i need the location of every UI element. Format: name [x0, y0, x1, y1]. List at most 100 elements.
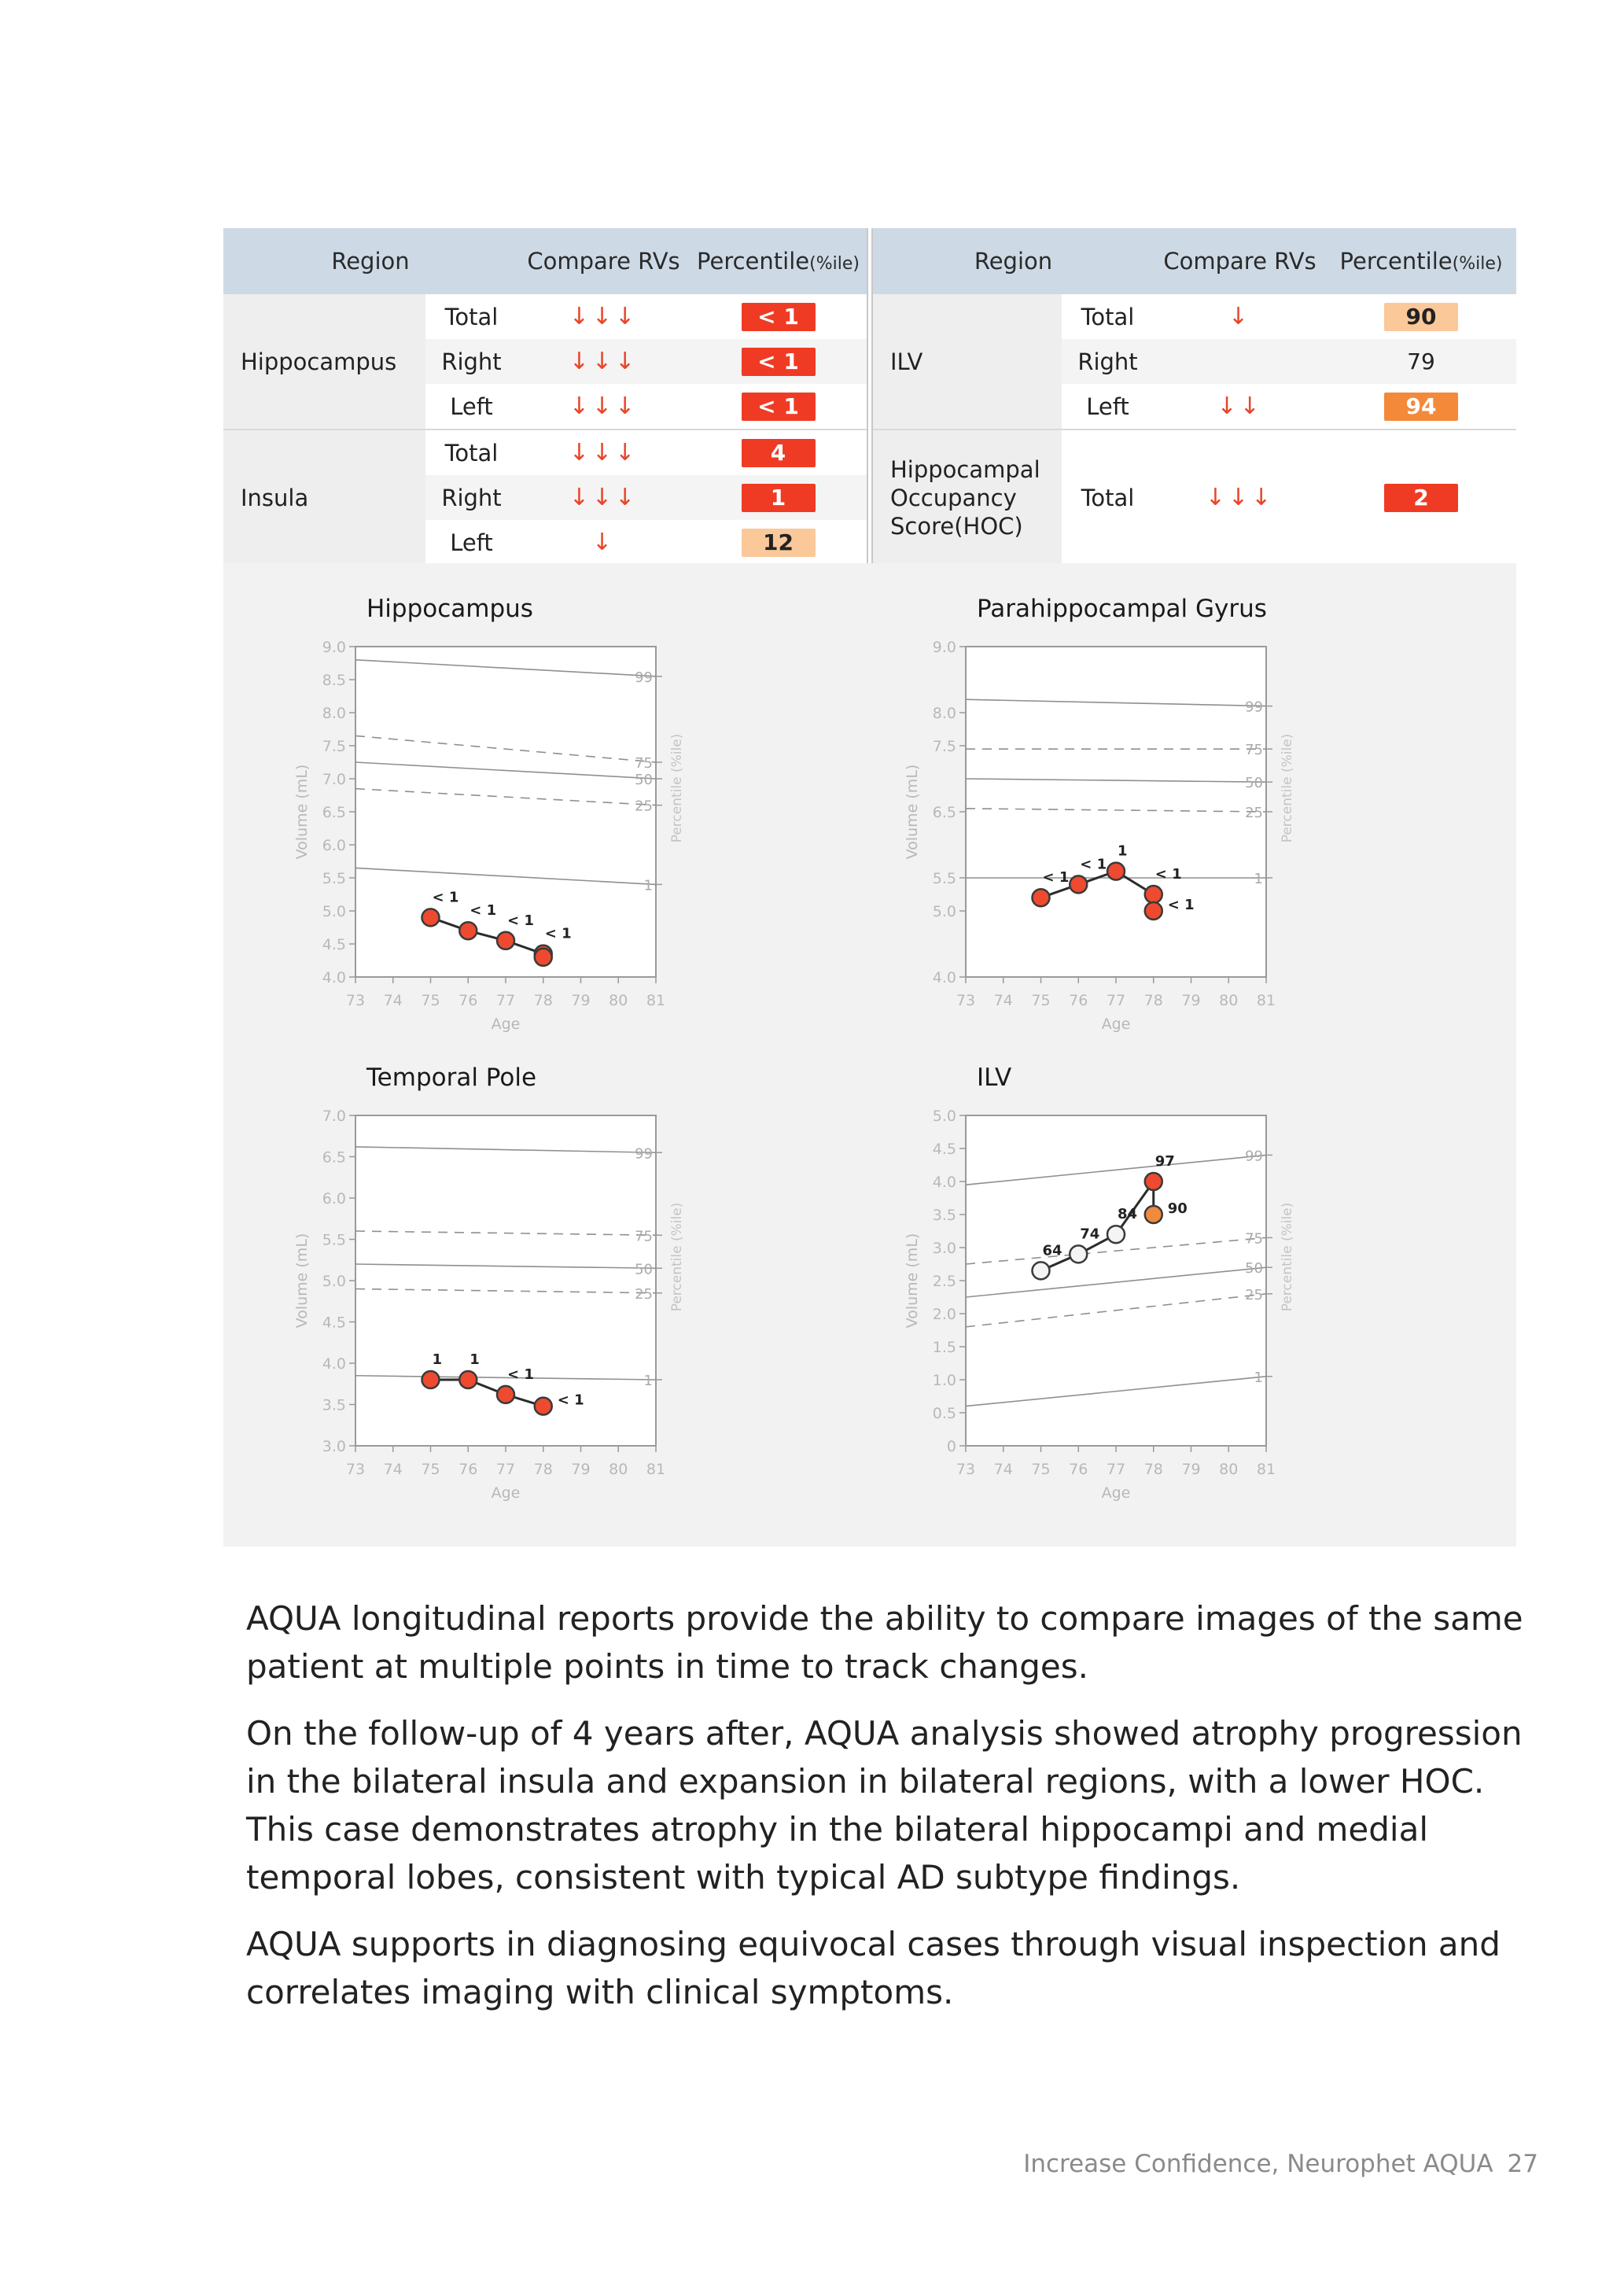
compare-cell: ↓↓↓ [517, 475, 690, 520]
data-label: 90 [1168, 1200, 1188, 1217]
y-tick-label: 0.5 [933, 1405, 956, 1422]
y-tick-label: 4.5 [322, 1314, 346, 1332]
y2-axis-label: Percentile (%ile) [669, 734, 685, 843]
y-axis-label: Volume (mL) [904, 765, 921, 860]
x-tick-label: 77 [1107, 992, 1125, 1009]
percentile-cell: 90 [1326, 294, 1516, 339]
y-tick-label: 5.5 [322, 870, 346, 887]
percentile-line [355, 1374, 657, 1381]
x-tick-label: 81 [646, 1461, 665, 1478]
percentile-cell: < 1 [690, 339, 867, 384]
x-tick-label: 75 [421, 992, 440, 1009]
data-point [421, 1370, 440, 1390]
data-point [1143, 884, 1163, 905]
percentile-line-label: 25 [635, 798, 653, 815]
down-arrows-icon: ↓↓↓ [569, 484, 639, 511]
header-compare: Compare RVs [1154, 228, 1326, 294]
hippocampus-chart: 9.0 8.5 8.0 7.5 7.0 6.5 6.0 5.5 5.0 4.5 4.073 74 75 7… [293, 639, 685, 1033]
y-tick-label: 2.0 [933, 1306, 956, 1323]
region-cell: Insula [223, 429, 425, 565]
y-tick-label: 3.5 [933, 1207, 956, 1224]
side-cell: Right [1062, 339, 1154, 384]
x-tick-label: 78 [534, 1461, 553, 1478]
percentile-badge: < 1 [741, 392, 816, 421]
percentile-cell: 4 [690, 429, 867, 475]
down-arrows-icon: ↓↓↓ [569, 303, 639, 330]
compare-cell: ↓ [517, 520, 690, 565]
percentile-badge: 1 [741, 483, 816, 512]
header-percentile: Percentile(%ile) [1326, 228, 1516, 294]
x-tick-label: 74 [384, 1461, 403, 1478]
y-tick-label: 6.0 [322, 837, 346, 854]
y-tick-label: 5.0 [322, 903, 346, 920]
y-tick-label: 3.5 [322, 1397, 346, 1414]
x-tick-label: 80 [609, 1461, 628, 1478]
percentile-line-label: 25 [1245, 805, 1263, 821]
percentile-line-label: 1 [644, 877, 653, 894]
side-cell: Total [1062, 429, 1154, 565]
x-tick-label: 80 [609, 992, 628, 1009]
header-compare: Compare RVs [517, 228, 690, 294]
paragraph: On the follow-up of 4 years after, AQUA … [246, 1714, 1523, 1897]
parahippocampal-gyrus-chart: 9.0 8.0 7.5 6.5 5.5 5.0 4.073 74 75 76 77 78 79 80 81 A… [904, 639, 1295, 1033]
x-tick-label: 75 [1031, 1461, 1050, 1478]
percentile-line [355, 1230, 657, 1237]
percentile-line [355, 1263, 657, 1270]
x-tick-label: 81 [1257, 992, 1276, 1009]
percentile-line-label: 50 [635, 772, 653, 788]
percentile-badge: 94 [1384, 392, 1458, 421]
percentile-line-label: 75 [1245, 742, 1263, 758]
percentile-cell: 2 [1326, 429, 1516, 565]
y-tick-label: 4.0 [322, 1355, 346, 1373]
compare-cell: ↓↓↓ [517, 339, 690, 384]
temporal-pole-chart: 7.0 6.5 6.0 5.5 5.0 4.5 4.0 3.5 3.073 74 75 76 77 78 7… [293, 1108, 685, 1502]
y-tick-label: 1.0 [933, 1372, 956, 1389]
x-tick-label: 76 [1069, 992, 1088, 1009]
percentile-line-label: 50 [1245, 775, 1263, 791]
side-cell: Left [450, 529, 493, 556]
percentile-cell: 1 [690, 475, 867, 520]
y-tick-label: 5.5 [933, 870, 956, 887]
y-tick-label: 4.0 [322, 969, 346, 986]
x-tick-label: 75 [421, 1461, 440, 1478]
y-tick-label: 7.0 [322, 771, 346, 788]
data-label: 84 [1118, 1206, 1137, 1222]
region-cell: Hippocampus [223, 294, 425, 429]
y-tick-label: 4.5 [322, 936, 346, 953]
percentile-cell: 79 [1326, 339, 1516, 384]
compare-cell: ↓ [1154, 294, 1326, 339]
percentile-line [355, 867, 657, 886]
data-point [1143, 1171, 1163, 1192]
y-tick-label: 3.0 [933, 1240, 956, 1257]
down-arrows-icon: ↓↓↓ [569, 393, 639, 420]
percentile-line-label: 50 [635, 1261, 653, 1277]
region-cell: Hippocampal Occupancy Score(HOC) [873, 429, 1062, 565]
percentile-cell: 12 [690, 520, 867, 565]
x-tick-label: 74 [994, 1461, 1013, 1478]
percentile-line [965, 1154, 1267, 1185]
results-table-right: Region Compare RVs Percentile(%ile) ILV … [873, 228, 1516, 565]
percentile-badge: 4 [741, 438, 816, 467]
y-axis-label: Volume (mL) [293, 1233, 311, 1329]
y-tick-label: 6.0 [322, 1190, 346, 1207]
percentile-badge: 12 [741, 528, 816, 557]
compare-cell: ↓↓↓ [517, 429, 690, 475]
data-label: < 1 [470, 902, 496, 919]
compare-cell: ↓↓↓ [517, 384, 690, 429]
data-point [495, 1384, 516, 1405]
data-point [533, 947, 553, 968]
y-tick-label: 4.0 [933, 1174, 956, 1191]
percentile-line [355, 761, 657, 780]
y-tick-label: 9.0 [933, 639, 956, 656]
percentile-line-label: 1 [644, 1373, 653, 1389]
x-tick-label: 74 [384, 992, 403, 1009]
data-point [495, 931, 516, 951]
x-tick-label: 77 [496, 1461, 515, 1478]
data-point [458, 1370, 478, 1390]
percentile-value: 79 [1407, 348, 1435, 374]
percentile-line [965, 1293, 1267, 1328]
x-tick-label: 73 [346, 992, 365, 1009]
x-tick-label: 73 [346, 1461, 365, 1478]
y-tick-label: 6.5 [322, 804, 346, 821]
data-label: < 1 [1043, 869, 1070, 886]
